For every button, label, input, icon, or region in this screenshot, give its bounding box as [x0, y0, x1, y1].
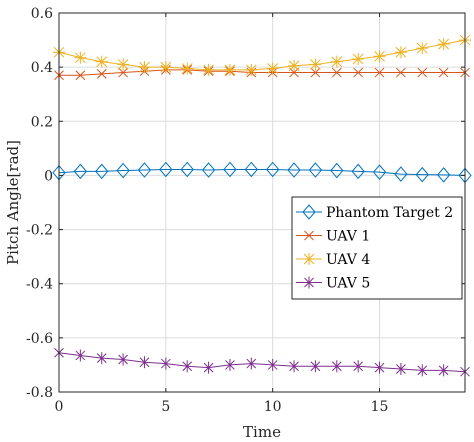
data-point-phantom-target-2	[180, 161, 194, 178]
data-point-uav-5	[246, 357, 257, 370]
data-point-uav-1	[331, 67, 342, 78]
x-tick-label: 5	[161, 399, 170, 415]
data-point-phantom-target-2	[394, 166, 408, 182]
data-point-uav-4	[245, 63, 258, 76]
data-point-uav-4	[373, 50, 386, 63]
data-point-uav-5	[289, 360, 299, 373]
legend-label-uav-1: UAV 1	[326, 229, 370, 245]
series-line-uav-1	[59, 69, 465, 76]
data-point-uav-4	[437, 38, 450, 51]
data-point-uav-5	[118, 353, 128, 366]
legend-label-uav-4: UAV 4	[326, 252, 370, 268]
data-point-uav-5	[160, 357, 171, 370]
data-point-uav-4	[159, 61, 172, 74]
data-point-uav-4	[394, 46, 407, 59]
plot-frame	[58, 12, 466, 393]
data-point-uav-4	[138, 61, 151, 74]
data-point-phantom-target-2	[415, 166, 429, 183]
y-tick-label: -0.6	[26, 331, 53, 347]
data-point-uav-5	[374, 361, 385, 374]
data-point-uav-5	[75, 349, 86, 362]
data-point-uav-1	[417, 67, 428, 78]
data-point-uav-1	[289, 67, 299, 78]
data-point-phantom-target-2	[330, 162, 344, 179]
y-tick-label: -0.2	[26, 223, 53, 239]
data-point-uav-4	[181, 62, 194, 75]
data-point-uav-5	[203, 361, 214, 374]
legend-marker-uav-1	[304, 230, 314, 241]
data-point-uav-4	[266, 62, 279, 75]
legend-label-phantom-target-2: Phantom Target 2	[326, 205, 453, 221]
x-tick-label: 15	[371, 399, 389, 415]
y-tick-label: 0.4	[31, 60, 53, 76]
data-point-phantom-target-2	[73, 163, 88, 180]
data-point-uav-1	[118, 67, 128, 78]
data-point-uav-5	[396, 362, 406, 375]
data-point-phantom-target-2	[223, 161, 237, 178]
data-point-uav-5	[310, 360, 321, 373]
data-point-uav-5	[331, 360, 342, 373]
data-point-phantom-target-2	[308, 162, 323, 178]
y-tick-label: -0.8	[26, 385, 53, 401]
data-point-uav-1	[374, 67, 385, 78]
data-point-uav-5	[417, 364, 428, 377]
data-point-uav-4	[95, 55, 108, 68]
series-line-uav-5	[58, 352, 466, 373]
data-point-uav-1	[310, 67, 321, 78]
axis-ticks: 0 5 10 15 -0.8 -0.6 -0.4 -0.2 0 0.2 0.4 0.6	[26, 6, 465, 415]
data-point-uav-1	[96, 69, 107, 79]
legend-marker-uav-5	[304, 276, 314, 289]
x-tick-label: 0	[55, 399, 64, 415]
data-point-uav-4	[74, 51, 87, 64]
legend-marker-uav-4	[303, 253, 315, 265]
data-point-uav-5	[139, 356, 150, 369]
y-tick-label: 0.6	[31, 6, 53, 22]
data-point-phantom-target-2	[266, 161, 280, 178]
data-point-uav-1	[75, 70, 86, 81]
data-point-uav-5	[182, 360, 193, 373]
x-axis-label: Time	[243, 423, 281, 441]
series-line-phantom-target-2	[58, 168, 466, 176]
data-point-phantom-target-2	[351, 163, 365, 180]
data-point-phantom-target-2	[372, 164, 387, 180]
data-point-phantom-target-2	[137, 162, 152, 178]
legend-label-uav-5: UAV 5	[326, 276, 370, 292]
data-point-uav-5	[225, 358, 235, 371]
data-point-uav-5	[438, 364, 449, 377]
legend-marker-phantom-target-2	[302, 204, 316, 220]
y-tick-label: 0.2	[31, 114, 53, 130]
data-point-uav-5	[96, 352, 107, 365]
data-point-phantom-target-2	[159, 161, 173, 178]
data-point-phantom-target-2	[244, 161, 258, 178]
legend: Phantom Target 2 UAV 1 UAV 4 UAV 5	[291, 196, 463, 300]
data-point-uav-5	[353, 360, 364, 373]
x-tick-label: 10	[264, 399, 282, 415]
data-point-uav-4	[309, 58, 322, 71]
data-point-uav-4	[288, 59, 301, 72]
data-point-uav-4	[117, 58, 130, 71]
grid	[59, 13, 465, 392]
data-point-uav-4	[202, 63, 215, 76]
data-point-uav-4	[330, 55, 343, 68]
data-point-uav-4	[352, 53, 365, 66]
y-tick-label: -0.4	[26, 277, 53, 293]
data-point-uav-4	[223, 63, 236, 76]
data-point-uav-1	[396, 67, 406, 78]
data-point-phantom-target-2	[95, 163, 109, 180]
data-point-phantom-target-2	[287, 162, 301, 178]
y-axis-label: Pitch Angle[rad]	[4, 140, 22, 265]
data-point-phantom-target-2	[436, 167, 451, 183]
data-point-uav-1	[438, 67, 449, 78]
data-point-phantom-target-2	[116, 162, 130, 179]
data-point-uav-1	[353, 67, 364, 78]
data-point-uav-5	[267, 358, 278, 371]
y-tick-label: 0	[44, 168, 53, 184]
data-point-phantom-target-2	[201, 162, 216, 178]
data-point-uav-4	[416, 42, 429, 55]
